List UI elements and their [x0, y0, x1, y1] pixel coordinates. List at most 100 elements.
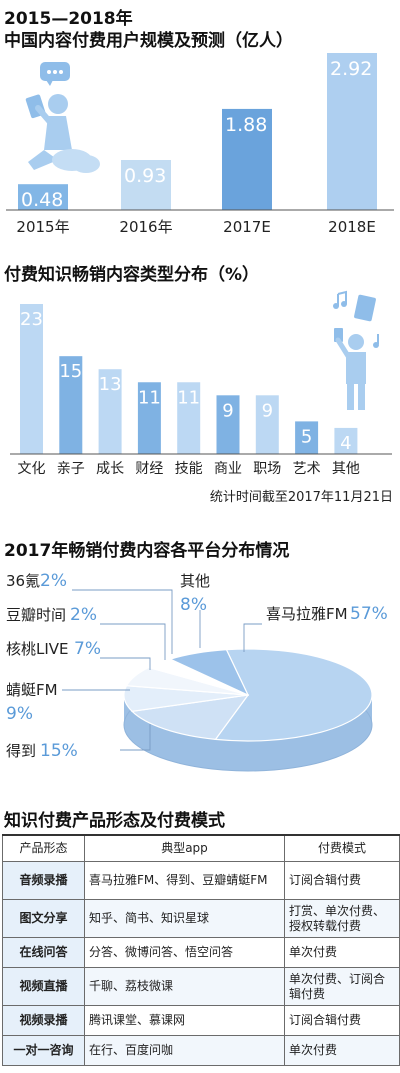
x-tick-label: 财经	[135, 461, 163, 477]
slice-name-label: 其他	[180, 572, 210, 590]
callout-leader-line	[100, 657, 151, 670]
pay-mode-cell: 订阅合辑付费	[284, 861, 400, 900]
user-scale-chart: 2015—2018年 中国内容付费用户规模及预测（亿人） 0.48 2015年 0.…	[0, 0, 400, 248]
person-with-tablet-music-illustration	[333, 290, 379, 410]
x-tick-label: 商业	[214, 461, 242, 477]
typical-app-cell: 千聊、荔枝微课	[84, 967, 285, 1006]
product-form-table-section: 知识付费产品形态及付费模式 产品形态 典型app 付费模式 音频录播 喜马拉雅F…	[0, 804, 400, 1073]
x-tick-label: 成长	[96, 461, 124, 477]
bar-value-label: 4	[340, 433, 351, 454]
pie-slice-喜马拉雅FM	[214, 648, 373, 742]
chart2-plot: 23 文化 15 亲子 13 成长 11 财经 11 技能 9 商业 9 职场 5 艺术 4 其他统计时间截至20…	[10, 290, 393, 505]
table-row: 音频录播 喜马拉雅FM、得到、豆瓣蜻蜓FM 订阅合辑付费	[2, 861, 400, 900]
table-row: 视频直播 千聊、荔枝微课 单次付费、订阅合辑付费	[2, 967, 400, 1006]
x-tick-label: 2015年	[16, 218, 69, 236]
x-tick-label: 文化	[18, 461, 46, 477]
product-form-cell: 图文分享	[2, 899, 85, 938]
x-tick-label: 职场	[253, 461, 281, 477]
pay-mode-cell: 单次付费	[284, 1035, 400, 1066]
product-form-cell: 在线问答	[2, 937, 85, 968]
slice-percent-label: 2%	[70, 605, 97, 625]
x-tick-label: 2018E	[328, 218, 376, 236]
slice-percent-label: 15%	[40, 741, 78, 761]
table-row: 在线问答 分答、微博问答、悟空问答 单次付费	[2, 937, 400, 968]
product-form-cell: 视频直播	[2, 967, 85, 1006]
content-type-chart: 付费知识畅销内容类型分布（%） 23 文化 15 亲子 13 成长 11 财经 11 技能 9 商业 9…	[0, 248, 400, 520]
column-header: 付费模式	[284, 834, 400, 862]
bar-value-label: 2.92	[330, 58, 372, 80]
x-tick-label: 技能	[175, 461, 203, 477]
bar-2018E	[327, 53, 377, 210]
bar-value-label: 0.93	[124, 165, 166, 187]
pie-slice-其他	[168, 649, 250, 697]
slice-name-label: 豆瓣时间	[6, 606, 66, 624]
person-reading-tablet-illustration	[25, 62, 100, 173]
bar-value-label: 5	[301, 426, 312, 447]
slice-name-label: 得到	[6, 742, 36, 760]
pay-mode-cell: 订阅合辑付费	[284, 1005, 400, 1036]
chart1-plot: 0.48 2015年 0.93 2016年 1.88 2017E 2.92 2018E	[6, 53, 394, 236]
chart-note: 统计时间截至2017年11月21日	[210, 490, 393, 505]
bar-财经	[137, 382, 161, 454]
bar-value-label: 9	[222, 400, 233, 421]
x-tick-label: 亲子	[57, 461, 85, 477]
bar-value-label: 11	[138, 387, 161, 408]
slice-percent-label: 7%	[74, 639, 101, 659]
x-tick-label: 艺术	[293, 461, 321, 477]
bar-2015年	[18, 184, 68, 210]
chart1-subtitle: 中国内容付费用户规模及预测（亿人）	[4, 31, 293, 51]
callout-leader-line	[120, 724, 151, 751]
bar-value-label: 15	[59, 361, 82, 382]
table-title: 知识付费产品形态及付费模式	[4, 811, 225, 831]
bar-其他	[334, 427, 358, 454]
callout-leader-line	[243, 623, 262, 652]
slice-percent-label: 9%	[6, 704, 33, 724]
slice-name-label: 喜马拉雅FM	[266, 605, 348, 623]
x-tick-label: 2017E	[223, 218, 271, 236]
pay-mode-cell: 打赏、单次付费、授权转载付费	[284, 899, 400, 938]
bar-技能	[177, 382, 201, 454]
slice-percent-label: 2%	[40, 571, 67, 591]
bar-文化	[20, 304, 43, 454]
callout-leader-line	[72, 589, 173, 654]
table-row: 视频录播 腾讯课堂、慕课网 订阅合辑付费	[2, 1005, 400, 1036]
chart1-title: 2015—2018年	[4, 9, 133, 29]
typical-app-cell: 腾讯课堂、慕课网	[84, 1005, 285, 1036]
bar-value-label: 0.48	[21, 189, 63, 211]
bar-2016年	[121, 159, 171, 210]
column-header: 产品形态	[2, 834, 85, 862]
product-form-cell: 视频录播	[2, 1005, 85, 1036]
slice-percent-label: 8%	[180, 595, 207, 615]
platform-pie-chart: 2017年畅销付费内容各平台分布情况 喜马拉雅FM 57% 得到 15% 蜻蜓FM 9% 核…	[0, 520, 400, 804]
bar-value-label: 23	[20, 309, 43, 330]
bar-value-label: 11	[177, 387, 200, 408]
bar-value-label: 13	[99, 374, 122, 395]
bar-艺术	[295, 421, 319, 454]
callout-leader-line	[100, 623, 166, 660]
pay-mode-cell: 单次付费	[284, 937, 400, 968]
table-header-row: 产品形态 典型app 付费模式	[2, 834, 400, 862]
bar-value-label: 1.88	[225, 114, 267, 136]
x-tick-label: 其他	[332, 461, 360, 477]
product-form-cell: 一对一咨询	[2, 1035, 85, 1066]
x-tick-label: 2016年	[119, 218, 172, 236]
chart3-title: 2017年畅销付费内容各平台分布情况	[4, 541, 290, 561]
slice-name-label: 36氪	[6, 572, 40, 590]
product-form-cell: 音频录播	[2, 861, 85, 900]
table-row: 图文分享 知乎、简书、知识星球 打赏、单次付费、授权转载付费	[2, 899, 400, 938]
typical-app-cell: 在行、百度问咖	[84, 1035, 285, 1066]
slice-name-label: 核桃LIVE	[6, 640, 69, 658]
bar-亲子	[59, 356, 83, 454]
typical-app-cell: 知乎、简书、知识星球	[84, 899, 285, 938]
chart2-title: 付费知识畅销内容类型分布（%）	[4, 265, 260, 285]
table-row: 一对一咨询 在行、百度问咖 单次付费	[2, 1035, 400, 1066]
bar-成长	[98, 369, 122, 454]
slice-name-label: 蜻蜓FM	[6, 681, 58, 699]
typical-app-cell: 喜马拉雅FM、得到、豆瓣蜻蜓FM	[84, 861, 285, 900]
bar-商业	[216, 395, 240, 454]
column-header: 典型app	[84, 834, 285, 862]
slice-percent-label: 57%	[350, 604, 388, 624]
pie-slice-得到	[130, 694, 250, 741]
product-form-table: 产品形态 典型app 付费模式 音频录播 喜马拉雅FM、得到、豆瓣蜻蜓FM 订阅…	[2, 834, 400, 1066]
